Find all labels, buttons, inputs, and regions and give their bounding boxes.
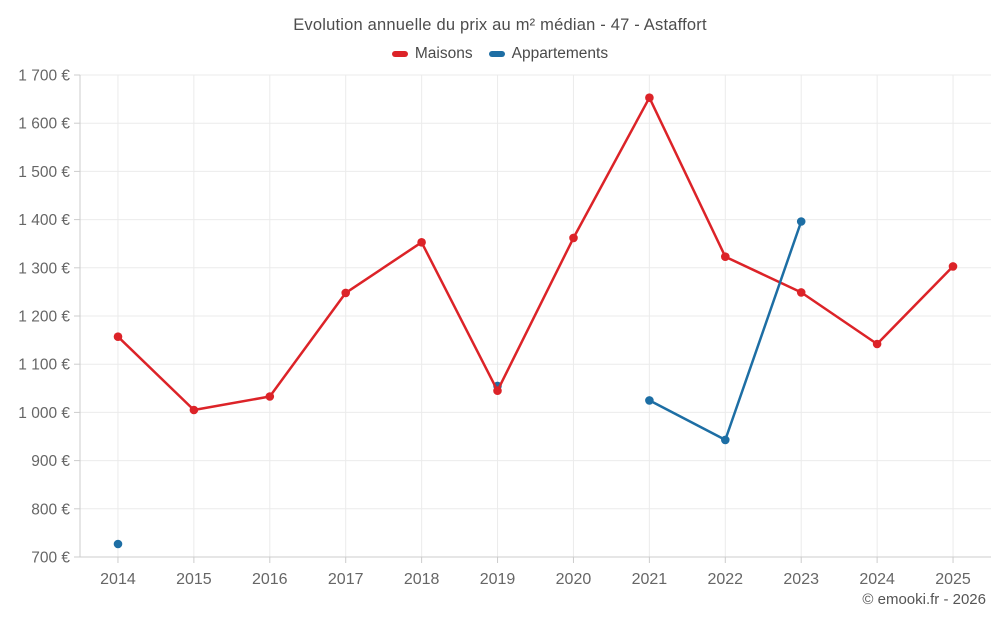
- maisons-point-2015[interactable]: [189, 405, 199, 415]
- legend-label: Appartements: [511, 45, 609, 62]
- maisons-point-2024[interactable]: [872, 339, 882, 349]
- maisons-point-2023[interactable]: [796, 288, 806, 297]
- y-axis-label: 1 400 €: [18, 212, 70, 229]
- appartements-point-2023[interactable]: [796, 217, 806, 226]
- y-axis-label: 1 600 €: [18, 116, 70, 133]
- legend-item-appartements[interactable]: Appartements: [488, 45, 609, 63]
- y-axis-label: 800 €: [31, 501, 70, 518]
- legend: Maisons Appartements: [0, 45, 1000, 63]
- y-axis-label: 900 €: [31, 453, 70, 470]
- y-axis-label: 1 100 €: [18, 357, 70, 374]
- chart-title: Evolution annuelle du prix au m² médian …: [293, 16, 707, 34]
- legend-label: Maisons: [414, 45, 473, 62]
- y-axis-label: 1 700 €: [18, 68, 70, 85]
- x-axis-label: 2019: [480, 571, 516, 588]
- maisons-series: [113, 93, 958, 415]
- maisons-point-2022[interactable]: [721, 252, 730, 261]
- x-axis-label: 2025: [935, 571, 971, 588]
- appartements-series: [113, 217, 806, 549]
- y-axis-label: 1 500 €: [18, 164, 70, 181]
- maisons-point-2016[interactable]: [265, 392, 275, 401]
- x-axis-label: 2016: [252, 571, 288, 588]
- x-axis-label: 2021: [632, 571, 668, 588]
- y-axis-label: 700 €: [31, 550, 70, 567]
- x-axis-label: 2022: [707, 571, 743, 588]
- maisons-point-2014[interactable]: [113, 332, 123, 342]
- maisons-point-2025[interactable]: [948, 262, 958, 271]
- appartements-point-2022[interactable]: [721, 435, 730, 445]
- appartements-point-2021[interactable]: [645, 396, 654, 405]
- maisons-point-2019[interactable]: [493, 386, 502, 396]
- legend-marker-appartements: [488, 51, 505, 57]
- x-axis-label: 2020: [556, 571, 592, 588]
- x-axis-label: 2015: [176, 571, 212, 588]
- copyright: © emooki.fr - 2026: [862, 591, 986, 608]
- x-axis-label: 2024: [859, 571, 895, 588]
- legend-item-maisons[interactable]: Maisons: [391, 45, 473, 63]
- maisons-point-2018[interactable]: [417, 238, 426, 247]
- appartements-point-2014[interactable]: [113, 539, 123, 549]
- y-axis-label: 1 200 €: [18, 309, 70, 326]
- x-axis-label: 2017: [328, 571, 364, 588]
- y-axis-label: 1 300 €: [18, 260, 70, 277]
- x-axis-label: 2014: [100, 571, 136, 588]
- legend-marker-maisons: [391, 51, 408, 57]
- maisons-line: [116, 96, 955, 412]
- y-axis-label: 1 000 €: [18, 405, 70, 422]
- x-axis-label: 2018: [404, 571, 440, 588]
- maisons-point-2017[interactable]: [341, 288, 351, 298]
- x-axis-label: 2023: [783, 571, 819, 588]
- maisons-point-2021[interactable]: [645, 93, 654, 102]
- maisons-point-2020[interactable]: [569, 233, 578, 243]
